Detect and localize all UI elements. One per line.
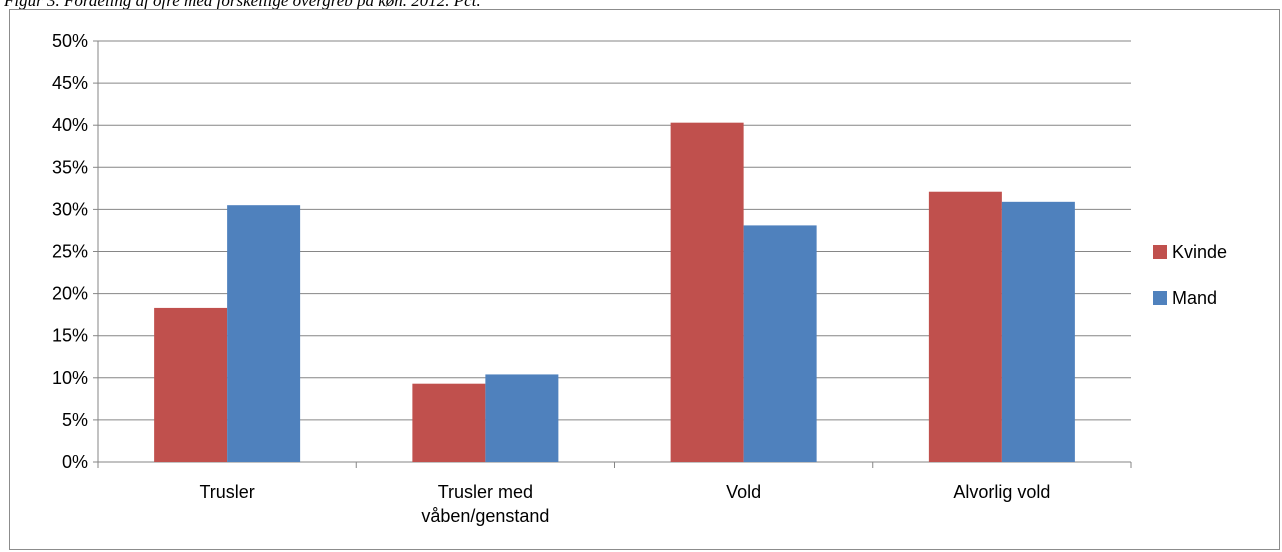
figure-caption: Figur 3. Fordeling af ofre med forskelli… bbox=[4, 0, 481, 10]
y-tick-label: 25% bbox=[52, 242, 88, 262]
bar-kvinde-0 bbox=[154, 307, 228, 462]
y-tick-label: 0% bbox=[62, 452, 88, 472]
y-tick-label: 45% bbox=[52, 73, 88, 93]
x-category-label: Trusler bbox=[199, 482, 254, 502]
legend-label-mand: Mand bbox=[1172, 288, 1217, 308]
legend-label-kvinde: Kvinde bbox=[1172, 242, 1227, 262]
y-tick-label: 35% bbox=[52, 157, 88, 177]
legend-swatch-mand bbox=[1153, 291, 1167, 305]
y-tick-label: 30% bbox=[52, 199, 88, 219]
x-category-label: Trusler med våben/genstand bbox=[421, 482, 549, 526]
bar-mand-2 bbox=[743, 225, 817, 462]
legend: Kvinde Mand bbox=[1153, 242, 1227, 308]
chart-canvas: 0% 5% 10% 15% 20% 25% 30% 35% 40% 45% 50% Trusler Tr… bbox=[52, 31, 1227, 526]
y-tick-label: 15% bbox=[52, 326, 88, 346]
x-category-label: Vold bbox=[726, 482, 761, 502]
bar-kvinde-3 bbox=[928, 191, 1002, 462]
bar-kvinde-2 bbox=[670, 122, 744, 462]
y-tick-label: 10% bbox=[52, 368, 88, 388]
bar-mand-0 bbox=[227, 205, 301, 462]
chart-area: 0% 5% 10% 15% 20% 25% 30% 35% 40% 45% 50% Trusler Tr… bbox=[9, 9, 1280, 550]
legend-swatch-kvinde bbox=[1153, 245, 1167, 259]
bar-mand-3 bbox=[1001, 201, 1075, 462]
bar-kvinde-1 bbox=[412, 383, 486, 462]
axis-labels: 0% 5% 10% 15% 20% 25% 30% 35% 40% 45% 50% Trusler Tr… bbox=[52, 31, 1050, 526]
y-tick-label: 50% bbox=[52, 31, 88, 51]
x-category-label: Alvorlig vold bbox=[953, 482, 1050, 502]
bar-mand-1 bbox=[485, 374, 559, 462]
y-tick-label: 20% bbox=[52, 284, 88, 304]
bars bbox=[154, 122, 1075, 462]
y-tick-label: 40% bbox=[52, 115, 88, 135]
y-tick-label: 5% bbox=[62, 410, 88, 430]
